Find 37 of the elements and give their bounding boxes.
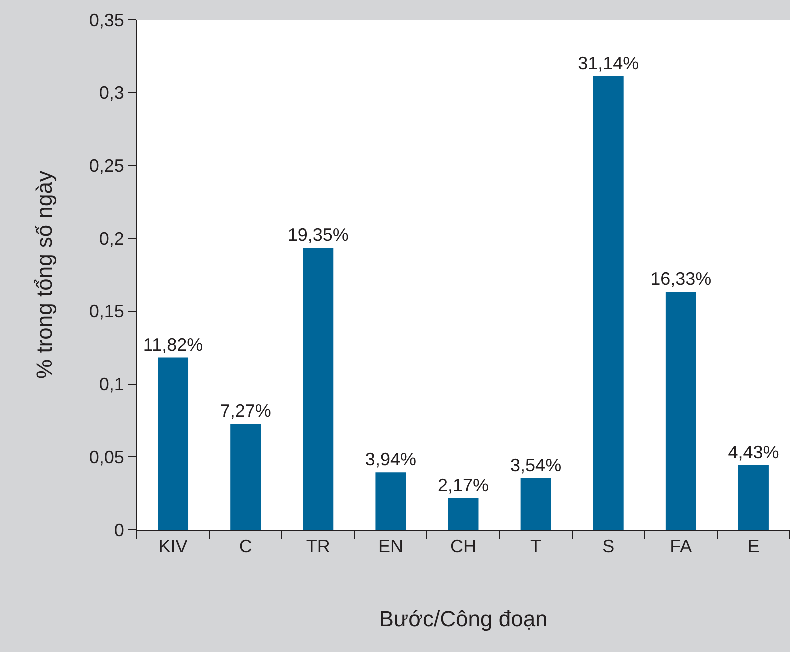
bar (666, 292, 696, 530)
x-tick-label: TR (306, 536, 330, 557)
y-tick-label: 0,35 (89, 10, 124, 30)
y-tick-label: 0,05 (89, 447, 124, 468)
y-tick-label: 0,2 (99, 228, 124, 249)
data-label: 7,27% (220, 401, 272, 422)
bar (593, 76, 624, 530)
y-tick-label: 0,3 (99, 83, 124, 104)
x-tick-label: S (602, 536, 615, 557)
data-label: 3,54% (510, 455, 562, 476)
bar (738, 465, 769, 530)
y-tick-label: 0,1 (99, 374, 124, 395)
x-tick-label: CH (450, 536, 476, 557)
y-axis-title: % trong tổng số ngày (32, 171, 58, 379)
x-tick-label: E (748, 536, 760, 557)
data-label: 3,94% (365, 450, 416, 470)
x-tick-label: EN (378, 536, 404, 557)
x-tick-label: KIV (158, 536, 188, 557)
bar (448, 498, 479, 530)
y-tick-label: 0 (114, 520, 124, 540)
bar (520, 478, 552, 530)
y-tick-label: 0,25 (89, 156, 124, 176)
data-label: 11,82% (143, 334, 204, 355)
bar (158, 358, 189, 530)
x-tick-label: T (530, 536, 542, 557)
bar (230, 424, 262, 530)
data-label: 16,33% (650, 269, 712, 290)
x-axis-title: Bước/Công đoạn (379, 606, 548, 632)
x-tick-label: C (239, 536, 252, 557)
data-label: 4,43% (728, 442, 780, 462)
data-label: 19,35% (288, 225, 349, 246)
y-tick-label: 0,15 (89, 302, 124, 322)
data-label: 2,17% (438, 475, 490, 496)
bar (376, 472, 406, 530)
x-tick-label: FA (670, 536, 692, 557)
bar (303, 248, 334, 530)
data-label: 31,14% (578, 53, 640, 74)
